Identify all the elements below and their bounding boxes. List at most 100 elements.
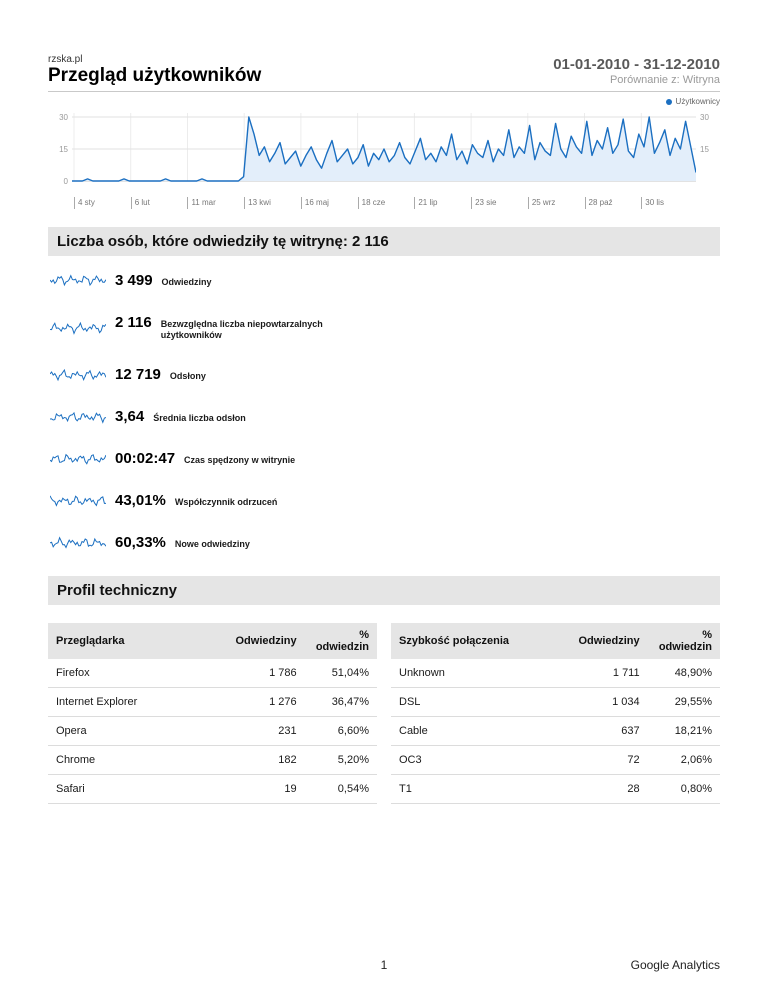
table-row: T1 28 0,80%	[391, 774, 720, 805]
metric-item: 60,33% Nowe odwiedziny	[49, 534, 720, 552]
cell-value: 1 276	[219, 687, 305, 718]
users-chart: 30 15 0 30 15	[48, 109, 720, 195]
sparkline-icon	[49, 453, 107, 465]
table-row: Unknown 1 711 48,90%	[391, 659, 720, 689]
metric-value: 3 499	[115, 271, 153, 289]
table-row: DSL 1 034 29,55%	[391, 687, 720, 718]
metric-item: 3,64 Średnia liczba odsłon	[49, 408, 720, 426]
cell-value: 2,06%	[647, 745, 720, 776]
section-header-technical: Profil techniczny	[48, 576, 720, 606]
metric-label: Średnia liczba odsłon	[153, 413, 246, 424]
sparkline-icon-wrap	[49, 452, 107, 466]
browser-table: Przeglądarka Odwiedziny% odwiedzin Firefox…	[48, 623, 377, 805]
cell-label: Firefox	[48, 659, 220, 689]
cell-label: OC3	[391, 745, 563, 776]
site-name: rzska.pl	[48, 54, 83, 65]
cell-value: 18,21%	[647, 716, 720, 747]
users-line-chart	[72, 112, 696, 182]
x-tick-label: 21 lip	[414, 196, 437, 209]
sparkline-icon	[49, 368, 107, 382]
cell-label: Safari	[48, 774, 220, 805]
column-header: % odwiedzin	[304, 623, 377, 660]
sparkline-icon	[49, 411, 107, 424]
metric-value: 2 116	[115, 313, 152, 331]
cell-label: Opera	[48, 716, 220, 747]
cell-value: 637	[562, 716, 648, 747]
cell-value: 0,54%	[304, 774, 377, 805]
cell-value: 51,04%	[304, 659, 377, 689]
y-tick-label: 15	[59, 144, 68, 154]
table-row: Internet Explorer 1 276 36,47%	[48, 687, 377, 718]
column-header: % odwiedzin	[647, 623, 720, 660]
chart-legend: Użytkownicy	[48, 95, 720, 109]
connection-speed-table: Szybkość połączenia Odwiedziny% odwiedzin…	[391, 623, 720, 805]
cell-value: 231	[219, 716, 305, 747]
report-page: rzska.pl Przegląd użytkowników 01-01-201…	[48, 54, 720, 805]
metric-label: Bezwzględna liczba niepowtarzalnych użyt…	[160, 318, 323, 341]
sparkline-icon-wrap	[49, 273, 107, 287]
cell-label: Chrome	[48, 745, 220, 776]
metric-label: Odwiedziny	[161, 276, 212, 287]
metric-item: 00:02:47 Czas spędzony w witrynie	[49, 450, 720, 467]
x-tick-label: 28 paź	[584, 196, 613, 209]
cell-value: 1 034	[562, 687, 648, 718]
metric-label: Współczynnik odrzuceń	[174, 497, 278, 508]
metric-item: 2 116 Bezwzględna liczba niepowtarzalnych…	[49, 313, 720, 342]
table-row: Firefox 1 786 51,04%	[48, 659, 377, 689]
metrics-list: 3 499 Odwiedziny 2 116 Bezwzględna liczba n…	[48, 256, 720, 552]
cell-value: 5,20%	[304, 745, 377, 776]
x-axis: 4 sty 6 lut 11 mar 13 kwi 16 maj 18 cze 21 lip…	[72, 196, 696, 211]
metric-value: 3,64	[115, 408, 145, 426]
legend-label: Użytkownicy	[675, 97, 720, 107]
y-tick-label: 0	[63, 176, 68, 186]
table-row: Safari 19 0,54%	[48, 774, 377, 805]
cell-value: 28	[562, 774, 648, 805]
sparkline-icon-wrap	[49, 494, 106, 508]
date-range: 01-01-2010 - 31-12-2010	[553, 55, 720, 73]
metric-value: 60,33%	[115, 534, 166, 552]
x-tick-label: 6 lut	[130, 196, 150, 209]
metric-label: Odsłony	[169, 371, 206, 382]
cell-label: DSL	[391, 687, 563, 718]
cell-label: Unknown	[391, 659, 563, 689]
page-number: 1	[380, 958, 388, 972]
sparkline-icon-wrap	[49, 368, 107, 382]
cell-label: T1	[391, 774, 563, 805]
report-footer: 1 Google Analytics	[0, 956, 768, 972]
x-tick-label: 18 cze	[357, 196, 385, 209]
cell-value: 72	[562, 745, 648, 776]
x-tick-label: 30 lis	[641, 196, 664, 209]
sparkline-icon-wrap	[49, 536, 107, 550]
column-header: Szybkość połączenia	[391, 623, 563, 660]
cell-value: 6,60%	[304, 716, 377, 747]
sparkline-icon	[49, 321, 107, 335]
column-header: Odwiedziny	[562, 623, 648, 660]
x-tick-label: 23 sie	[471, 196, 496, 209]
table-row: Cable 637 18,21%	[391, 716, 720, 747]
sparkline-icon	[49, 274, 107, 287]
table-row: OC3 72 2,06%	[391, 745, 720, 776]
cell-label: Internet Explorer	[48, 687, 220, 718]
y-axis-right: 30 15	[696, 109, 720, 195]
sparkline-icon-wrap	[49, 321, 107, 335]
x-tick-label: 4 sty	[74, 196, 95, 209]
metric-item: 43,01% Współczynnik odrzuceń	[49, 492, 720, 509]
header-left: rzska.pl Przegląd użytkowników	[48, 54, 261, 86]
cell-label: Cable	[391, 716, 563, 747]
y-tick-label: 15	[700, 144, 709, 154]
y-axis-left: 30 15 0	[48, 109, 72, 195]
column-header: Przeglądarka	[48, 623, 220, 660]
table-header-row: Przeglądarka Odwiedziny% odwiedzin	[48, 623, 377, 660]
metric-item: 3 499 Odwiedziny	[49, 271, 720, 289]
column-header: Odwiedziny	[219, 623, 305, 660]
report-header: rzska.pl Przegląd użytkowników 01-01-201…	[48, 54, 720, 92]
cell-value: 36,47%	[304, 687, 377, 718]
sparkline-icon	[49, 536, 107, 549]
cell-value: 1 711	[562, 659, 648, 689]
section-header-visitors: Liczba osób, które odwiedziły tę witrynę…	[48, 226, 720, 256]
legend-dot-icon	[665, 98, 672, 105]
comparison-label: Porównanie z: Witryna	[609, 73, 720, 86]
page-title: Przegląd użytkowników	[48, 65, 262, 86]
cell-value: 182	[219, 745, 305, 776]
table-row: Opera 231 6,60%	[48, 716, 377, 747]
